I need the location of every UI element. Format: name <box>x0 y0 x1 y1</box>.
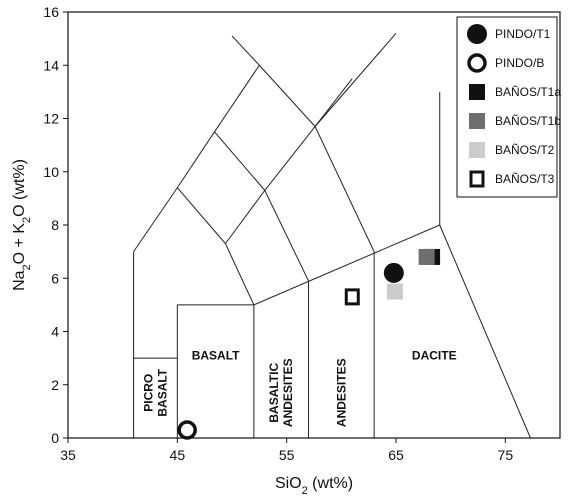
boundary-line-8 <box>253 224 440 306</box>
legend-marker-baños-t1a <box>469 84 485 100</box>
boundary-line-16 <box>264 190 309 282</box>
field-label-dacite: DACITE <box>412 348 457 362</box>
data-point-baños-t2 <box>386 283 403 300</box>
boundary-line-9 <box>439 224 531 439</box>
boundary-line-14 <box>176 131 215 189</box>
legend-label-baños-t1a: BAÑOS/T1a <box>495 85 561 99</box>
legend-label-baños-t3: BAÑOS/T3 <box>495 172 555 186</box>
field-label-basaltic-andesites: BASALTIC ANDESITES <box>267 358 295 427</box>
legend-marker-baños-t1b <box>469 113 485 129</box>
legend-label-pindo-b: PINDO/B <box>495 56 544 70</box>
legend-label-baños-t2: BAÑOS/T2 <box>495 143 555 157</box>
legend: PINDO/T1 PINDO/B BAÑOS/T1a BAÑOS/T1b BAÑOS/T… <box>456 16 561 198</box>
legend-box <box>456 16 558 198</box>
axis-ticks: 35 45 55 65 75 0 2 4 6 8 10 12 14 16 <box>43 4 513 463</box>
field-label-picro-basalt: PICRO BASALT <box>141 368 169 416</box>
data-point-baños-t3 <box>344 288 360 306</box>
boundary-line-12 <box>176 187 226 244</box>
x-tick-label: 75 <box>498 447 514 463</box>
data-points <box>177 248 441 440</box>
y-tick-label: 4 <box>51 324 59 340</box>
y-tick-label: 14 <box>43 57 59 73</box>
boundary-line-20 <box>225 190 266 244</box>
legend-marker-pindo-t1 <box>467 24 487 44</box>
legend-label-pindo-t1: PINDO/T1 <box>495 27 551 41</box>
legend-marker-pindo-b <box>467 53 487 73</box>
y-axis-label: Na2O + K2O (wt%) <box>11 159 33 291</box>
boundary-line-23 <box>231 35 260 66</box>
field-label-text: DACITE <box>412 348 457 362</box>
field-label-text: ANDESITES <box>334 358 348 427</box>
data-point-pindo-b <box>177 420 197 440</box>
x-axis-label: SiO2 (wt%) <box>275 475 353 497</box>
field-label-text: BASALTIC <box>267 363 281 423</box>
field-label-text: BASALT <box>192 348 240 362</box>
boundary-line-22 <box>314 78 353 127</box>
y-tick-label: 6 <box>51 270 59 286</box>
boundary-line-11 <box>133 187 178 252</box>
data-point-baños-t1b <box>418 248 435 265</box>
boundary-line-18 <box>258 64 316 127</box>
y-tick-label: 10 <box>43 164 59 180</box>
field-label-text: BASALT <box>155 368 169 416</box>
legend-marker-baños-t3 <box>469 170 485 188</box>
y-tick-label: 0 <box>51 430 59 446</box>
x-tick-label: 55 <box>279 447 295 463</box>
boundary-line-21 <box>264 126 316 191</box>
y-tick-label: 2 <box>51 377 59 393</box>
legend-label-baños-t1b: BAÑOS/T1b <box>495 114 561 128</box>
field-label-andesites: ANDESITES <box>334 358 348 427</box>
boundary-line-13 <box>224 243 255 306</box>
boundary-line-17 <box>214 64 260 133</box>
classification-boundaries <box>133 32 531 439</box>
data-point-pindo-t1 <box>383 262 404 283</box>
x-tick-label: 45 <box>170 447 186 463</box>
y-tick-label: 12 <box>43 111 59 127</box>
x-tick-label: 65 <box>388 447 404 463</box>
y-tick-label: 8 <box>51 217 59 233</box>
boundary-line-24 <box>314 32 397 127</box>
boundary-line-19 <box>314 126 375 252</box>
boundary-line-15 <box>214 131 266 191</box>
field-label-text: PICRO <box>141 374 155 412</box>
field-label-text: ANDESITES <box>281 358 295 427</box>
y-tick-label: 16 <box>43 4 59 20</box>
legend-marker-baños-t2 <box>469 142 485 158</box>
x-tick-label: 35 <box>60 447 76 463</box>
field-label-basalt: BASALT <box>192 348 240 362</box>
